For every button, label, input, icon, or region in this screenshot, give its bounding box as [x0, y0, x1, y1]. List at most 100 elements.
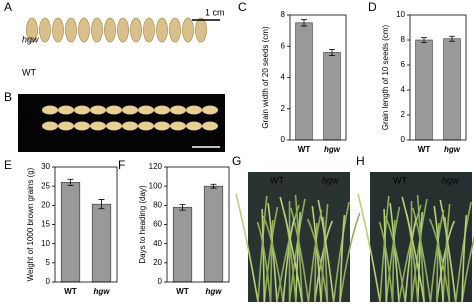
- panel-label: D: [368, 0, 377, 14]
- plant: [339, 212, 361, 303]
- plant: [429, 209, 445, 303]
- y-tick-label: 100: [149, 181, 163, 190]
- plant: [263, 206, 279, 303]
- plant: [276, 204, 300, 303]
- grain: [74, 121, 90, 131]
- grain: [138, 105, 154, 115]
- y-tick-label: 80: [153, 200, 162, 209]
- plant: [256, 221, 272, 303]
- y-tick-label: 0: [158, 277, 163, 286]
- y-tick-label: 120: [149, 162, 163, 171]
- error-bar: [67, 178, 74, 186]
- error-bar: [179, 203, 186, 211]
- grain: [90, 121, 106, 131]
- grain: [182, 17, 194, 43]
- bar: [60, 182, 81, 283]
- plant: [306, 218, 329, 303]
- plant: [391, 219, 396, 303]
- x-tick-label: WT: [418, 145, 431, 154]
- y-tick-label: 2: [281, 104, 286, 113]
- grain: [169, 17, 181, 43]
- axes-frame: [289, 14, 347, 141]
- plant: [313, 222, 318, 303]
- error-bar: [449, 35, 455, 42]
- plant: [385, 206, 401, 303]
- y-tick-label: 40: [153, 239, 162, 248]
- plant: [357, 193, 381, 303]
- photo-label: hgw: [21, 110, 38, 120]
- x-tick-label: hgw: [94, 287, 111, 296]
- plant: [295, 211, 302, 303]
- photo-label: 1 cm: [205, 7, 225, 17]
- photo-label: hgw: [22, 34, 39, 44]
- grain: [143, 17, 155, 43]
- y-tick-label: 5: [46, 258, 51, 267]
- photo-label: WT: [270, 175, 284, 185]
- grain: [202, 121, 218, 131]
- plant: [454, 201, 472, 303]
- axes-frame: [166, 166, 230, 283]
- grain: [26, 17, 38, 43]
- plant: [320, 203, 329, 303]
- x-tick-label: hgw: [324, 145, 341, 154]
- bar: [203, 185, 224, 283]
- photo-label: hgw: [322, 175, 339, 185]
- plant: [401, 196, 425, 303]
- grain: [202, 105, 218, 115]
- bar: [415, 39, 433, 141]
- plant: [439, 199, 457, 303]
- grain: [117, 17, 129, 43]
- y-tick-label: 30: [41, 162, 50, 171]
- grain: [154, 105, 170, 115]
- grain: [106, 105, 122, 115]
- photo-label: WT: [393, 175, 407, 185]
- plant: [398, 204, 422, 303]
- bar: [443, 38, 461, 141]
- plant: [322, 216, 329, 303]
- grain: [195, 17, 207, 43]
- plant: [461, 235, 474, 303]
- y-axis-label: Days to heading (day): [138, 185, 147, 264]
- grain: [138, 121, 154, 131]
- y-tick-label: 20: [153, 258, 162, 267]
- panel-label: C: [238, 0, 247, 14]
- grain: [186, 121, 202, 131]
- grain: [39, 17, 51, 43]
- y-axis-label: Grain length of 10 seeds (cm): [381, 24, 390, 130]
- panel-label: B: [4, 90, 12, 104]
- plant: [461, 214, 468, 303]
- y-tick-label: 6: [281, 41, 286, 50]
- bar: [91, 203, 112, 283]
- plant: [442, 203, 451, 303]
- x-tick-label: hgw: [206, 287, 223, 296]
- grain: [170, 121, 186, 131]
- y-tick-label: 0: [46, 277, 51, 286]
- y-tick-label: 0: [401, 135, 406, 144]
- panel-label: E: [4, 158, 12, 172]
- grain: [91, 17, 103, 43]
- y-tick-label: 4: [401, 85, 406, 94]
- plant: [288, 198, 306, 303]
- error-bar: [301, 19, 307, 27]
- grain: [42, 105, 58, 115]
- plant: [412, 207, 432, 303]
- grain: [170, 105, 186, 115]
- grain: [74, 105, 90, 115]
- plant: [235, 193, 259, 303]
- y-tick-label: 0: [281, 135, 286, 144]
- grain: [52, 17, 64, 43]
- x-tick-label: hgw: [444, 145, 461, 154]
- photo-label: WT: [21, 123, 35, 133]
- panel-label: F: [118, 158, 125, 172]
- plant: [307, 209, 323, 303]
- plant: [317, 199, 335, 303]
- y-tick-label: 4: [281, 73, 286, 82]
- plant: [257, 195, 268, 303]
- plant: [290, 207, 310, 303]
- y-tick-label: 25: [41, 181, 50, 190]
- bar: [323, 52, 341, 141]
- panel-label: G: [232, 154, 241, 168]
- grain: [104, 17, 116, 43]
